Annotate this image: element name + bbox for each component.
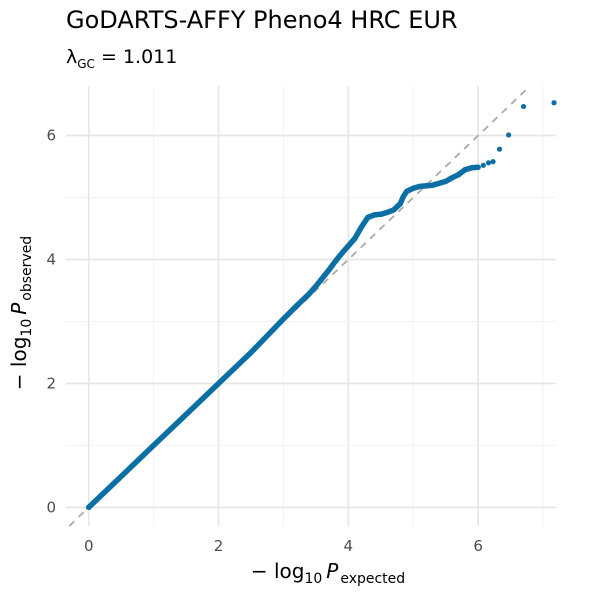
x-tick-label: 6: [473, 537, 483, 555]
chart-title: GoDARTS-AFFY Pheno4 HRC EUR: [66, 6, 458, 34]
qq-point: [456, 172, 462, 178]
qq-point: [306, 291, 312, 297]
qq-point: [118, 473, 124, 480]
qq-point: [183, 411, 189, 418]
qq-point: [326, 267, 332, 273]
y-axis-label: − log10 Pobserved: [7, 236, 35, 390]
qq-point: [86, 504, 92, 511]
qq-point: [378, 211, 384, 217]
y-tick-label: 0: [46, 498, 56, 516]
qq-point: [410, 185, 416, 191]
qq-point: [313, 283, 319, 289]
qq-point: [496, 146, 503, 152]
qq-point: [371, 212, 377, 218]
x-tick-label: 2: [214, 537, 224, 555]
lambda-value: 1.011: [122, 46, 178, 68]
x-axis-label-variable: P: [326, 559, 339, 583]
x-tick-label: 4: [344, 537, 354, 555]
qq-point: [352, 235, 358, 242]
qq-point: [430, 182, 436, 188]
y-axis-label-prefix: − log: [7, 337, 31, 391]
qq-point: [404, 188, 410, 194]
qq-point: [506, 132, 512, 138]
qq-point: [151, 442, 157, 449]
qq-point: [280, 316, 287, 322]
x-axis-label-prefix: − log: [251, 559, 305, 583]
y-axis-label-variable: P: [7, 302, 31, 315]
y-axis-label-sub: observed: [19, 236, 35, 301]
qq-point: [215, 380, 222, 387]
qq-point: [462, 167, 468, 173]
qq-point: [417, 183, 423, 189]
qq-point: [345, 243, 351, 249]
qq-point: [339, 250, 345, 256]
qq-point: [391, 207, 397, 213]
qq-point: [485, 160, 492, 166]
lambda-equals: =: [94, 46, 123, 68]
qq-point: [332, 258, 338, 264]
lambda-subscript: GC: [77, 56, 95, 71]
qq-point: [449, 175, 455, 181]
qq-point: [443, 178, 449, 185]
y-tick-label: 4: [46, 251, 56, 269]
grid-lines: [66, 86, 556, 526]
qq-point: [293, 303, 299, 309]
qq-point: [490, 159, 496, 165]
qq-point-band: [85, 164, 481, 511]
y-tick-label: 6: [46, 127, 56, 145]
tick-labels: 0 2 4 6 0 2 4 6: [46, 127, 482, 555]
qq-point: [480, 162, 486, 168]
qq-point: [400, 193, 407, 199]
chart-subtitle: λGC = 1.011: [66, 46, 177, 71]
data-points: [85, 100, 557, 511]
qq-point: [469, 165, 475, 171]
y-tick-label: 2: [46, 374, 56, 392]
qq-point: [365, 214, 371, 220]
qq-point: [384, 209, 390, 216]
qq-point: [248, 349, 254, 356]
lambda-symbol: λ: [66, 46, 78, 68]
x-axis-label-base: 10: [304, 571, 322, 587]
x-tick-label: 0: [84, 537, 94, 555]
qq-point: [520, 103, 527, 110]
qq-point: [358, 224, 364, 230]
qq-point: [397, 201, 403, 207]
qq-point: [551, 100, 557, 106]
qq-point: [319, 275, 325, 281]
y-axis-label-base: 10: [19, 319, 35, 337]
x-axis-label-sub: expected: [340, 571, 405, 587]
qq-point: [475, 164, 481, 170]
